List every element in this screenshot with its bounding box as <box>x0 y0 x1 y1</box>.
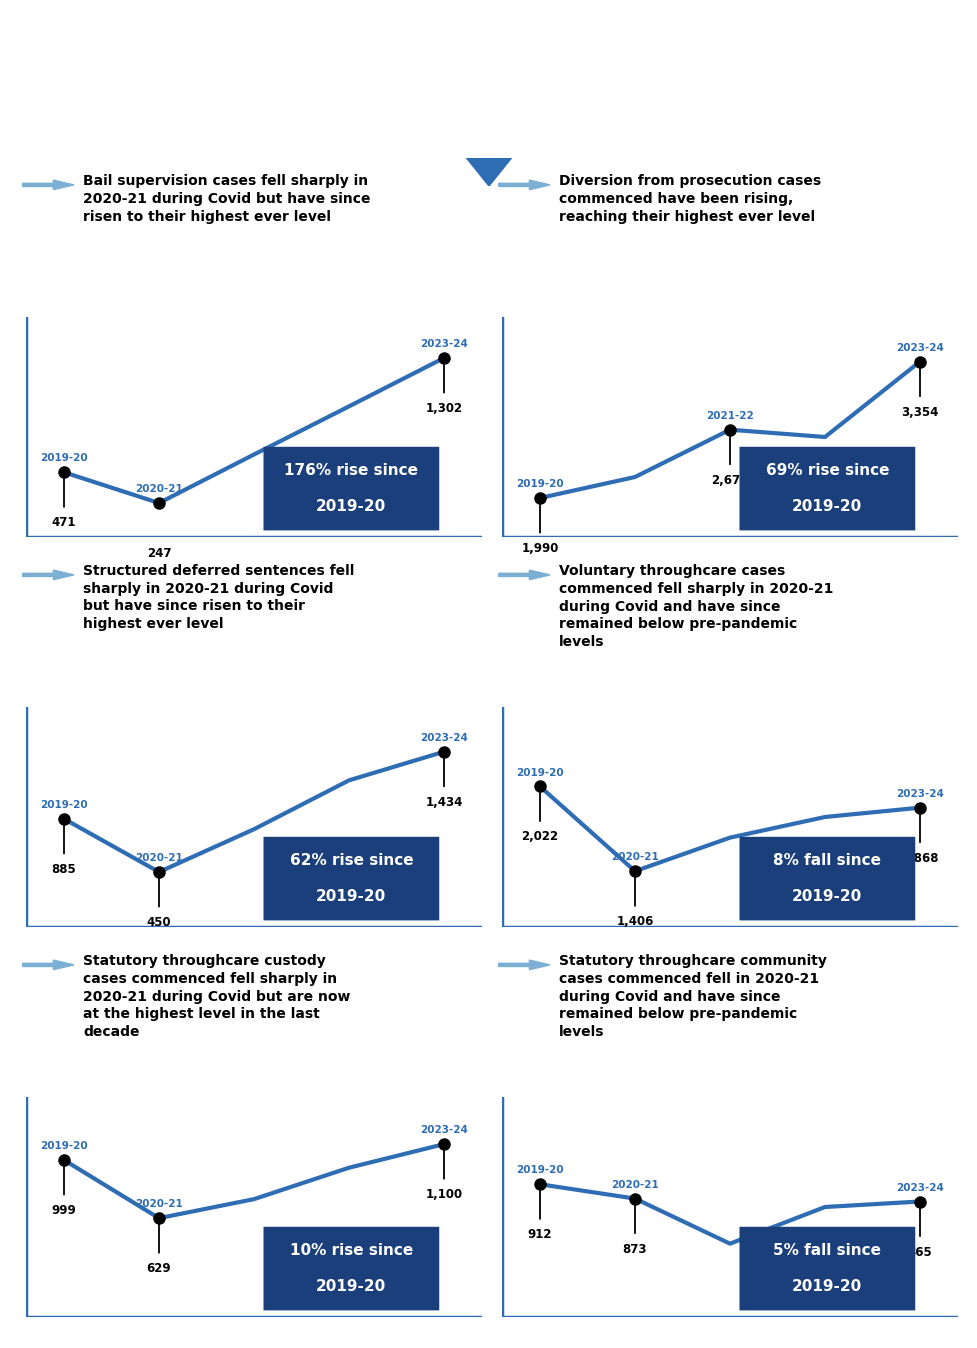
Text: 873: 873 <box>622 1243 647 1255</box>
Text: 1,302: 1,302 <box>425 402 462 415</box>
Text: 2023-24: 2023-24 <box>420 1126 467 1135</box>
Text: 1,868: 1,868 <box>901 852 938 864</box>
Text: 912: 912 <box>528 1228 552 1242</box>
Text: 1,990: 1,990 <box>521 542 558 555</box>
Text: Statutory throughcare custody
cases commenced fell sharply in
2020-21 during Cov: Statutory throughcare custody cases comm… <box>83 954 351 1039</box>
Text: Diversion from prosecution cases
commenced have been rising,
reaching their high: Diversion from prosecution cases commenc… <box>559 174 821 224</box>
Text: 10% rise since: 10% rise since <box>289 1243 412 1258</box>
Text: 2023-24: 2023-24 <box>895 1182 943 1193</box>
Text: 247: 247 <box>147 547 171 559</box>
Text: 865: 865 <box>907 1246 931 1259</box>
Text: 2019-20 to 2023-24 – Part 1: 2019-20 to 2023-24 – Part 1 <box>29 71 442 98</box>
Text: 2019-20: 2019-20 <box>316 1279 386 1294</box>
Text: 69% rise since: 69% rise since <box>765 462 888 477</box>
Text: Justice Analytical Services: Justice Analytical Services <box>29 125 234 139</box>
FancyBboxPatch shape <box>263 1227 439 1310</box>
Text: 2023-24: 2023-24 <box>895 789 943 799</box>
Text: 1,100: 1,100 <box>425 1188 462 1201</box>
Text: 1,406: 1,406 <box>616 915 653 929</box>
Text: Voluntary throughcare cases
commenced fell sharply in 2020-21
during Covid and h: Voluntary throughcare cases commenced fe… <box>559 563 832 650</box>
Text: Statutory throughcare community
cases commenced fell in 2020-21
during Covid and: Statutory throughcare community cases co… <box>559 954 827 1039</box>
Text: 2019-20: 2019-20 <box>791 500 862 515</box>
Text: 2020-21: 2020-21 <box>135 853 183 863</box>
Text: 1,434: 1,434 <box>425 795 462 809</box>
FancyBboxPatch shape <box>263 837 439 921</box>
Text: 2023-24: 2023-24 <box>895 342 943 353</box>
Text: Justice Social Work Statistics in Scotland,: Justice Social Work Statistics in Scotla… <box>29 28 648 55</box>
Text: 2,022: 2,022 <box>521 830 558 844</box>
Text: 2019-20: 2019-20 <box>316 500 386 515</box>
Text: 471: 471 <box>52 516 76 530</box>
Text: 2019-20: 2019-20 <box>516 1166 563 1175</box>
Text: 2019-20: 2019-20 <box>516 479 563 489</box>
Text: 2019-20: 2019-20 <box>316 890 386 905</box>
Polygon shape <box>22 960 74 969</box>
Text: Bail supervision cases fell sharply in
2020-21 during Covid but have since
risen: Bail supervision cases fell sharply in 2… <box>83 174 370 224</box>
Text: 2019-20: 2019-20 <box>40 799 88 810</box>
Text: 2023-24: 2023-24 <box>420 340 467 349</box>
Polygon shape <box>498 181 549 190</box>
Text: 2019-20: 2019-20 <box>791 1279 862 1294</box>
Text: 2020-21: 2020-21 <box>135 1200 183 1209</box>
Text: 2019-20: 2019-20 <box>40 1142 88 1151</box>
Text: 450: 450 <box>147 917 171 929</box>
FancyBboxPatch shape <box>739 837 914 921</box>
Text: 2023-24: 2023-24 <box>420 733 467 743</box>
Text: 2019-20: 2019-20 <box>40 453 88 464</box>
FancyBboxPatch shape <box>263 446 439 530</box>
Text: 2020-21: 2020-21 <box>611 852 658 863</box>
Polygon shape <box>466 158 511 186</box>
Text: 3,354: 3,354 <box>901 406 938 419</box>
FancyBboxPatch shape <box>739 1227 914 1310</box>
Text: 2020-21: 2020-21 <box>611 1180 658 1190</box>
Text: 2021-22: 2021-22 <box>705 411 753 421</box>
Text: 8% fall since: 8% fall since <box>773 853 880 868</box>
Text: 2020-21: 2020-21 <box>135 484 183 495</box>
Text: 999: 999 <box>52 1204 76 1217</box>
Text: 2019-20: 2019-20 <box>516 767 563 778</box>
Text: 629: 629 <box>147 1262 171 1275</box>
Text: 176% rise since: 176% rise since <box>284 462 418 477</box>
Text: 2019-20: 2019-20 <box>791 890 862 905</box>
Text: 2,673: 2,673 <box>710 473 747 487</box>
FancyBboxPatch shape <box>739 446 914 530</box>
Polygon shape <box>22 570 74 580</box>
Text: Structured deferred sentences fell
sharply in 2020-21 during Covid
but have sinc: Structured deferred sentences fell sharp… <box>83 563 355 631</box>
Text: 885: 885 <box>52 863 76 876</box>
Polygon shape <box>498 570 549 580</box>
Text: 62% rise since: 62% rise since <box>289 853 412 868</box>
Text: 5% fall since: 5% fall since <box>773 1243 880 1258</box>
Polygon shape <box>498 960 549 969</box>
Polygon shape <box>22 181 74 190</box>
